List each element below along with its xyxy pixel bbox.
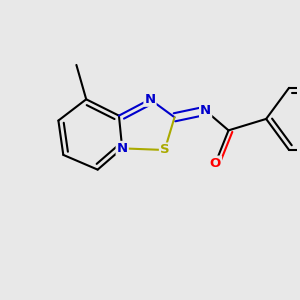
Text: O: O (210, 157, 221, 169)
Text: N: N (117, 142, 128, 155)
Text: N: N (200, 104, 211, 117)
Text: N: N (144, 93, 156, 106)
Text: S: S (160, 143, 169, 157)
